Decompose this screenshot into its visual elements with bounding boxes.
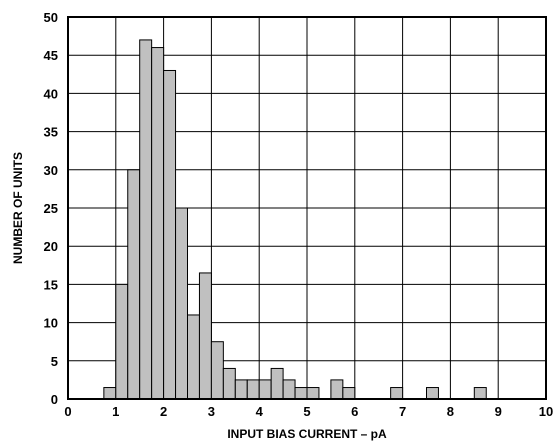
y-tick-label: 40 [44, 86, 58, 101]
x-tick-labels: 0 1 2 3 4 5 6 7 8 9 10 [64, 404, 553, 419]
histogram-bar [163, 69, 177, 400]
y-tick-labels: 0 5 10 15 20 25 30 35 40 45 50 [44, 10, 58, 407]
histogram-bar [198, 272, 212, 400]
x-tick-label: 5 [303, 404, 310, 419]
histogram-bar [234, 379, 248, 400]
histogram-bar [282, 379, 296, 400]
histogram-bar [187, 314, 200, 400]
y-tick-label: 0 [51, 392, 58, 407]
histogram-bar [210, 341, 224, 400]
histogram-bar [294, 387, 308, 400]
histogram-bar [258, 379, 272, 400]
x-tick-label: 9 [495, 404, 502, 419]
y-tick-label: 45 [44, 48, 58, 63]
histogram-bar [151, 47, 165, 400]
x-tick-label: 7 [399, 404, 406, 419]
histogram-bar [306, 387, 320, 400]
x-tick-label: 6 [351, 404, 358, 419]
histogram-bar [330, 379, 344, 400]
histogram-bar [175, 207, 189, 400]
y-tick-label: 50 [44, 10, 58, 25]
x-tick-label: 4 [256, 404, 264, 419]
histogram-bar [222, 367, 236, 400]
histogram-bar [103, 387, 117, 400]
histogram-bar [139, 39, 153, 400]
histogram-bar [246, 379, 260, 400]
histogram-bar [473, 387, 487, 400]
x-tick-label: 3 [208, 404, 215, 419]
x-tick-label: 2 [160, 404, 167, 419]
y-tick-label: 15 [44, 277, 58, 292]
y-axis-title: NUMBER OF UNITS [11, 152, 25, 264]
histogram-bar [127, 169, 141, 400]
y-tick-label: 35 [44, 125, 58, 140]
plot-frame [67, 16, 547, 400]
y-tick-label: 5 [51, 354, 58, 369]
x-tick-label: 8 [447, 404, 454, 419]
histogram-bar [270, 367, 284, 400]
histogram-bar [426, 387, 439, 400]
histogram-bar [115, 283, 129, 400]
histogram-bar [390, 387, 404, 400]
y-tick-label: 20 [44, 239, 58, 254]
y-tick-label: 30 [44, 163, 58, 178]
x-tick-label: 0 [64, 404, 71, 419]
x-axis-title: INPUT BIAS CURRENT – pA [227, 427, 387, 441]
y-tick-label: 25 [44, 201, 58, 216]
x-tick-label: 10 [539, 404, 553, 419]
y-tick-label: 10 [44, 316, 58, 331]
x-tick-label: 1 [112, 404, 119, 419]
histogram-bar [342, 387, 356, 400]
